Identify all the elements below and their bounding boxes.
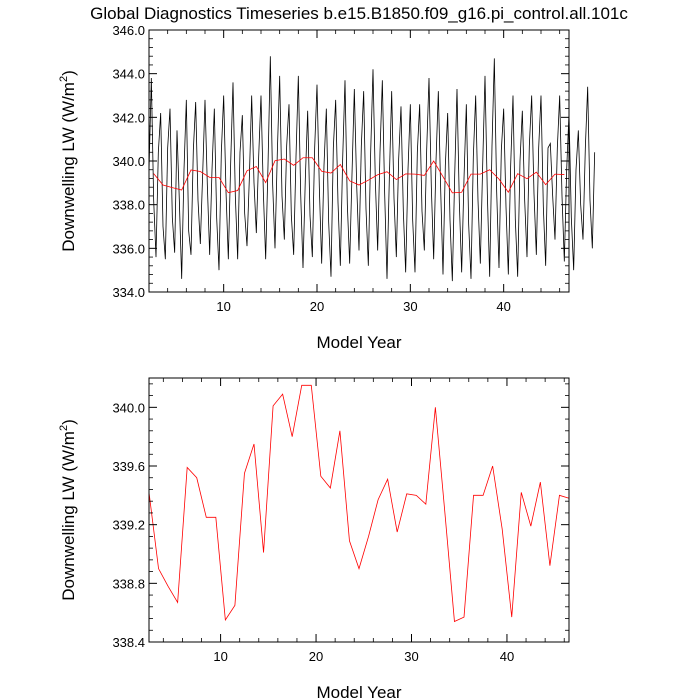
y-tick-label: 339.6 <box>112 459 145 474</box>
y-tick-label: 336.0 <box>112 241 145 256</box>
y-tick-label: 344.0 <box>112 67 145 82</box>
y-tick-label: 346.0 <box>112 23 145 38</box>
series-line-monthly <box>148 56 596 282</box>
y-tick-label: 334.0 <box>112 285 145 300</box>
y-tick-label: 340.0 <box>112 400 145 415</box>
series-line-annual-mean <box>148 384 570 623</box>
y-tick-label: 338.0 <box>112 198 145 213</box>
figure-title: Global Diagnostics Timeseries b.e15.B185… <box>90 4 628 23</box>
plot-frame <box>148 377 570 643</box>
x-axis-label: Model Year <box>316 333 401 352</box>
bottom-panel: 10 20 30 40 338.4 338.8 339.2 339.6 340.0 Model Y… <box>58 377 570 700</box>
x-tick-label: 30 <box>403 299 417 314</box>
y-tick-label: 342.0 <box>112 110 145 125</box>
top-panel: 10 20 30 40 334.0 336.0 338.0 340.0 342.0 344.0 34… <box>58 23 596 352</box>
x-tick-label: 20 <box>309 649 323 664</box>
x-tick-label: 30 <box>404 649 418 664</box>
x-tick-label: 10 <box>213 649 227 664</box>
y-axis-label: Downwelling LW (W/m2) <box>58 70 78 252</box>
x-axis-label: Model Year <box>316 683 401 700</box>
x-tick-label: 40 <box>500 649 514 664</box>
x-tick-label: 20 <box>310 299 324 314</box>
y-tick-label: 338.8 <box>112 576 145 591</box>
y-tick-label: 338.4 <box>112 635 145 650</box>
series-line-annual-mean <box>153 157 565 194</box>
y-tick-label: 339.2 <box>112 518 145 533</box>
x-tick-label: 40 <box>496 299 510 314</box>
y-axis-label: Downwelling LW (W/m2) <box>58 419 78 601</box>
y-tick-label: 340.0 <box>112 154 145 169</box>
x-tick-label: 10 <box>216 299 230 314</box>
